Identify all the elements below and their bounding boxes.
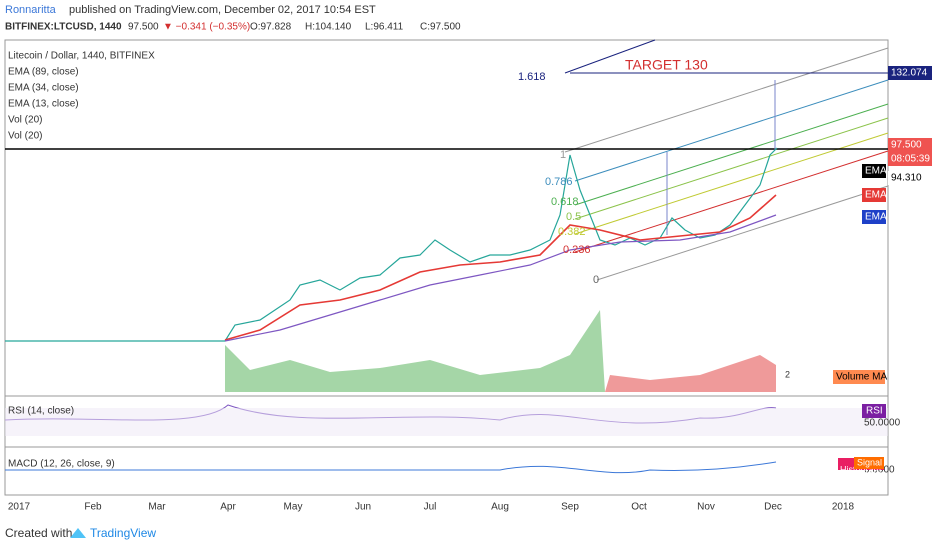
fib-label: 0.786 [545, 176, 573, 188]
legend-entry: Litecoin / Dollar, 1440, BITFINEX [8, 51, 155, 62]
chart-frame [4, 39, 889, 496]
price-tag-text: 94.310 [891, 173, 922, 184]
ext-label: 1.618 [518, 71, 546, 83]
fib-label: 0.5 [566, 211, 581, 223]
x-tick-label: 2018 [832, 502, 855, 513]
legend-entry: EMA (34, close) [8, 83, 79, 94]
rsi-title: RSI (14, close) [8, 406, 74, 417]
rsi-tick: 50.0000 [864, 418, 901, 429]
macd-title: MACD (12, 26, close, 9) [8, 459, 115, 470]
ohlc-high: H:104.140 [305, 22, 352, 33]
x-tick-label: Sep [561, 502, 579, 513]
ema-tag [862, 188, 886, 202]
rsi-tag [862, 404, 886, 418]
fib-label: 0.236 [563, 244, 591, 256]
fib-label: 1 [560, 149, 566, 161]
target-label: TARGET 130 [625, 57, 708, 73]
legend-entry: EMA (13, close) [8, 99, 79, 110]
x-tick-label: Oct [631, 502, 647, 513]
last: 97.500 [128, 22, 159, 33]
legend-entry: Vol (20) [8, 115, 42, 126]
author[interactable]: Ronnaritta [5, 4, 57, 16]
price-series [5, 147, 778, 342]
ema-tag-text: EMA [865, 212, 887, 223]
ohlc-low: L:96.411 [365, 22, 404, 33]
ohlc-open: O:97.828 [250, 22, 292, 33]
ohlc-close: C:97.500 [420, 22, 461, 33]
volume-count: 2 [785, 369, 790, 379]
x-tick-label: Feb [84, 502, 102, 513]
fib-label: 0.382 [558, 226, 586, 238]
rsi-band [5, 408, 888, 436]
histogram-tag-text: Histogram [840, 464, 881, 474]
macd-tick: 0.0000 [864, 465, 895, 476]
x-tick-label: Nov [697, 502, 715, 513]
x-tick-label: Mar [148, 502, 166, 513]
price-tag [888, 152, 932, 166]
price-tag-text: 97.500 [891, 140, 922, 151]
x-tick-label: 2017 [8, 502, 31, 513]
volume-ma-text: Volume MA [836, 372, 887, 383]
price-tag [888, 138, 932, 152]
legend-entry: EMA (89, close) [8, 67, 79, 78]
ema-tag [862, 164, 886, 178]
price-tag [888, 171, 932, 185]
price-tag-text: 08:05:39 [891, 154, 930, 165]
x-tick-label: May [284, 502, 303, 513]
fib-label: 0.618 [551, 196, 579, 208]
x-tick-label: Dec [764, 502, 782, 513]
x-tick-label: Apr [220, 502, 236, 513]
macd-line [5, 461, 777, 474]
footer-created: Created with [5, 526, 72, 540]
volume [225, 310, 776, 392]
legend-entry: Vol (20) [8, 131, 42, 142]
symbol: BITFINEX:LTCUSD, 1440 [5, 22, 122, 33]
price-tag-text: 132.074 [891, 68, 928, 79]
x-tick-label: Jun [355, 502, 371, 513]
ema-tag [862, 210, 886, 224]
ema-tag-text: EMA [865, 166, 887, 177]
x-tick-label: Aug [491, 502, 509, 513]
volume-ma-tag [833, 370, 885, 384]
channel [5, 39, 889, 281]
signal-tag [854, 457, 884, 469]
change: ▼ −0.341 (−0.35%) [163, 22, 250, 33]
rsi-tag-text: RSI [866, 406, 883, 417]
ema-tag-text: EMA [865, 190, 887, 201]
x-tick-label: Jul [424, 502, 437, 513]
price-tag [888, 66, 932, 80]
signal-tag-text: Signal [857, 457, 882, 467]
fib-label: 0 [593, 274, 599, 286]
logo [70, 528, 86, 538]
footer-brand[interactable]: TradingView [90, 526, 156, 540]
published: published on TradingView.com, December 0… [69, 4, 376, 16]
